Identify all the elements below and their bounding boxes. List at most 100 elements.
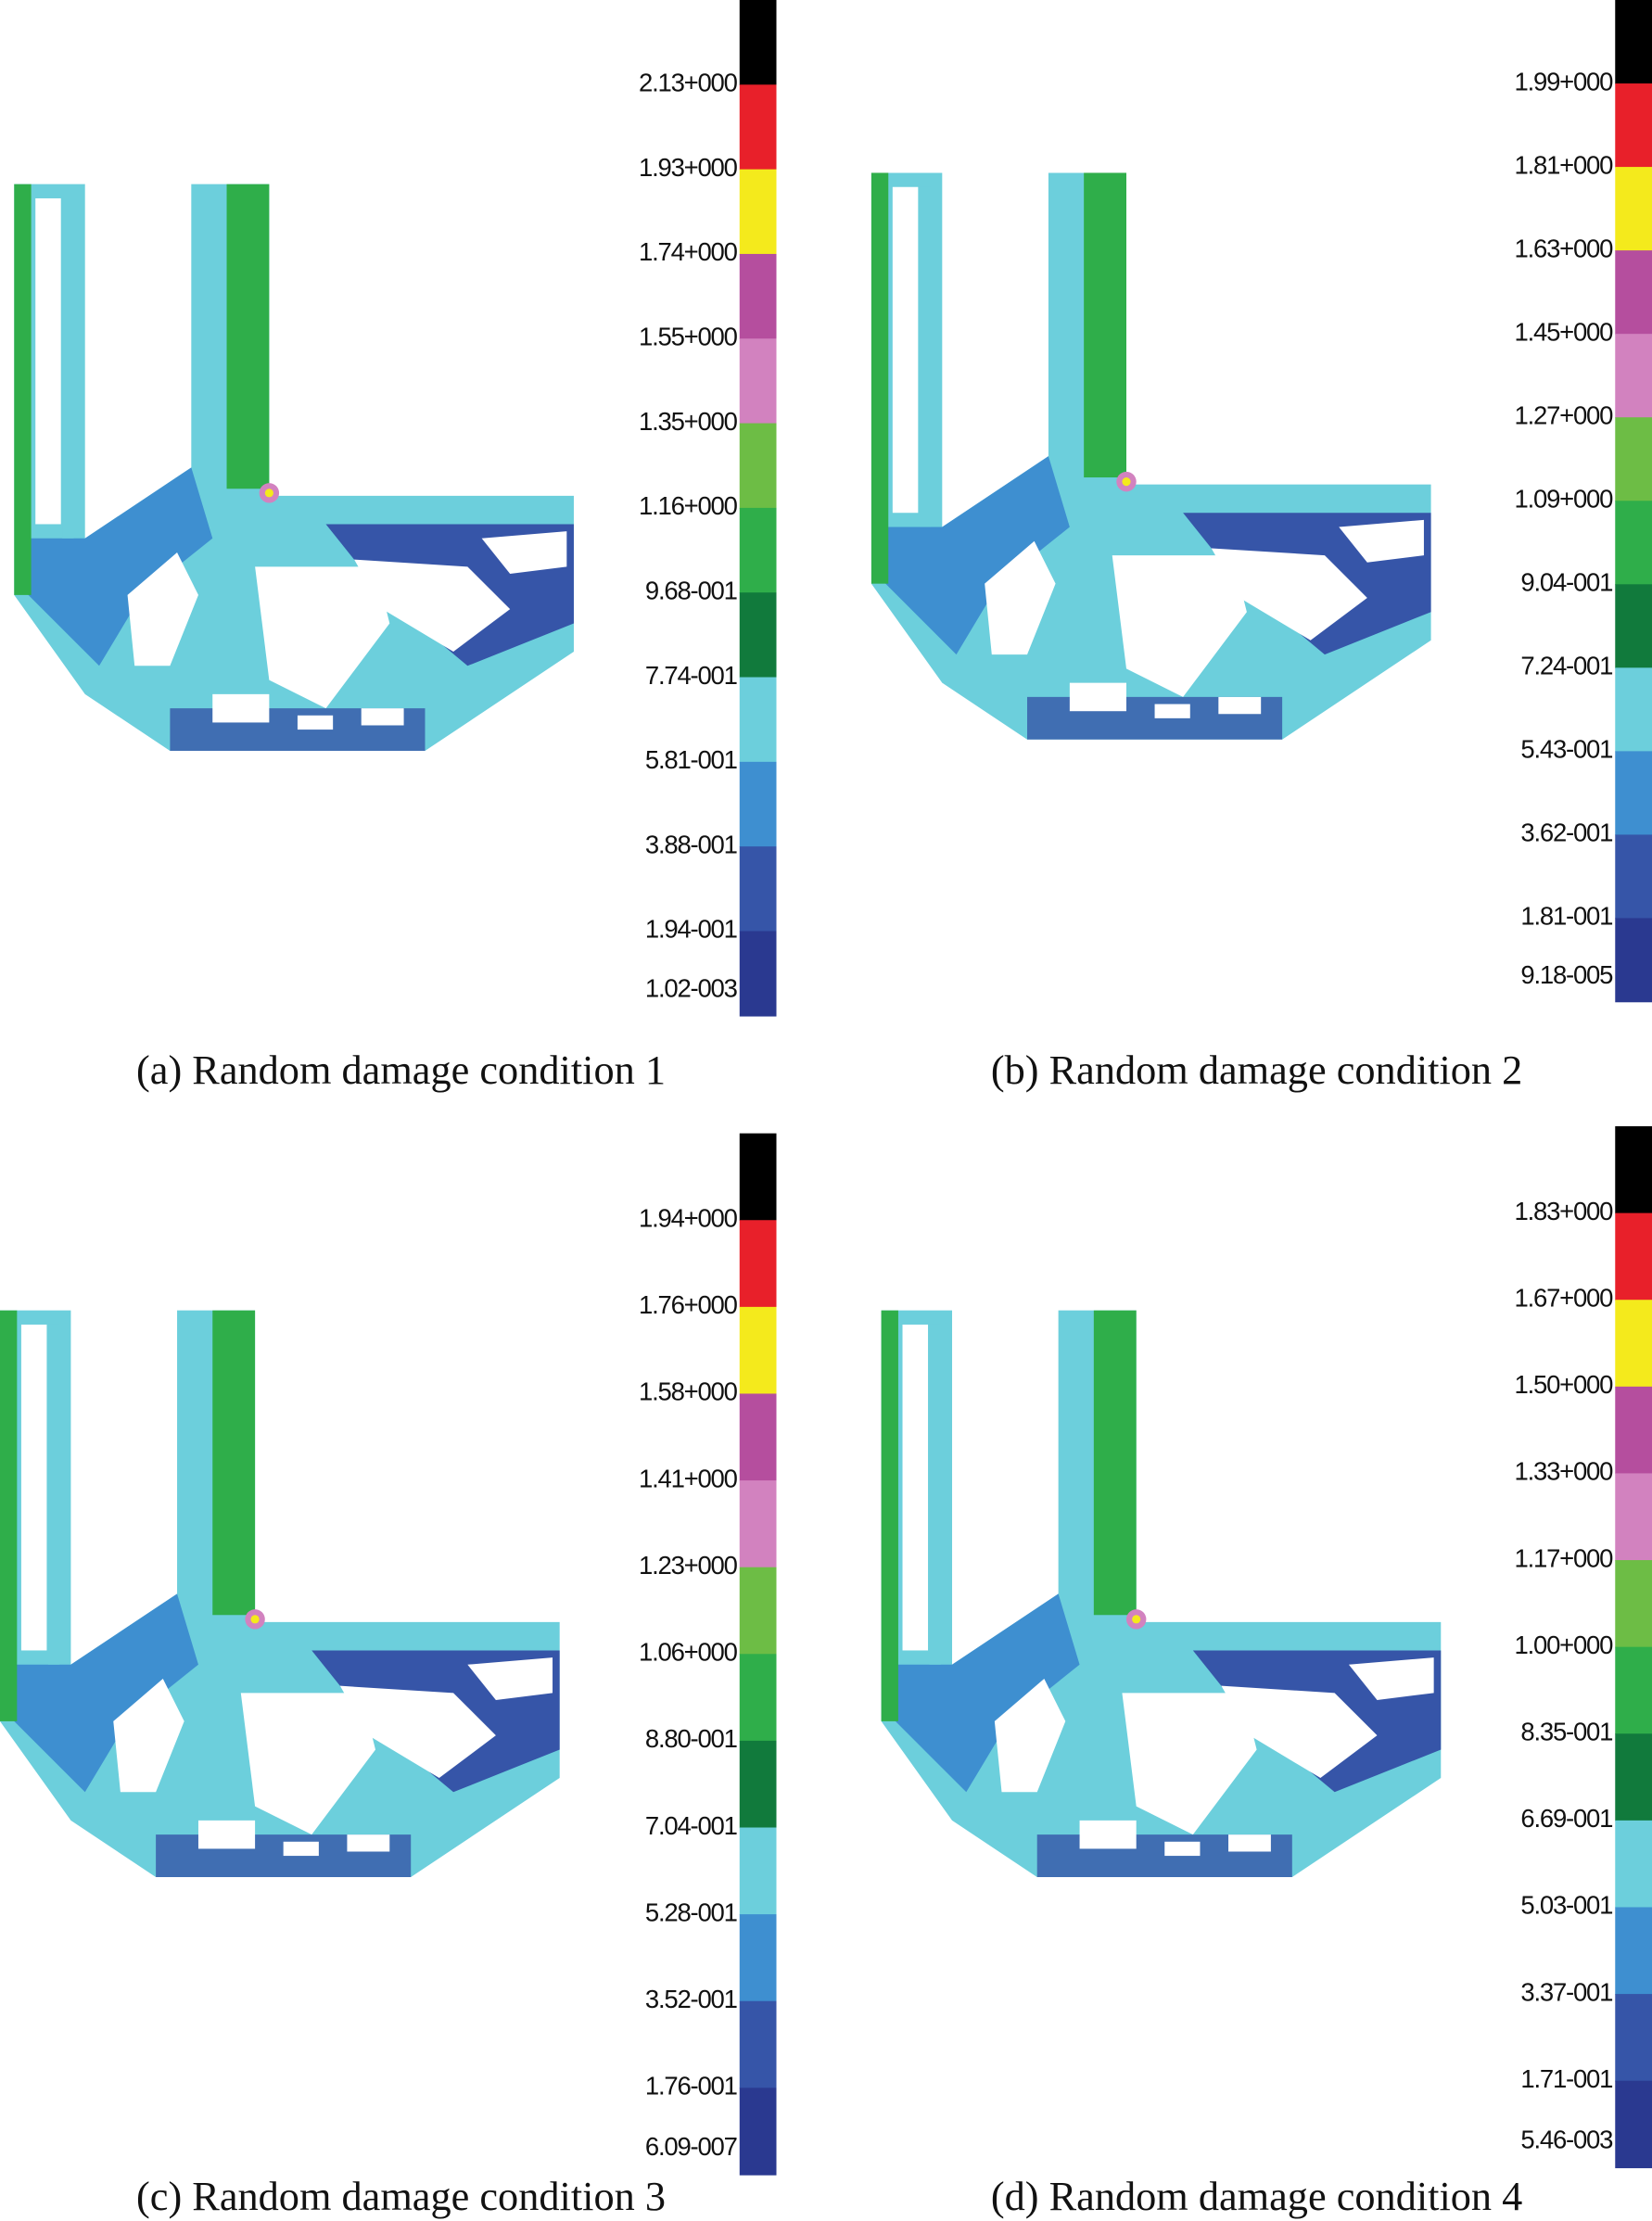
colorbar-segment <box>1615 1907 1652 1995</box>
colorbar-label: 8.35-001 <box>1520 1718 1612 1746</box>
colorbar-segment <box>1615 1386 1652 1475</box>
colorbar-segment <box>739 1740 777 1829</box>
colorbar-label: 1.81-001 <box>1520 902 1612 931</box>
colorbar-label: 8.80-001 <box>645 1724 737 1753</box>
colorbar-label: 5.28-001 <box>645 1897 737 1926</box>
colorbar-segment <box>1615 1733 1652 1821</box>
colorbar-segment <box>1615 417 1652 502</box>
colorbar-segment <box>739 592 777 679</box>
colorbar-label: 1.33+000 <box>1515 1457 1614 1486</box>
colorbar-segment <box>739 84 777 171</box>
colorbar-segment <box>739 846 777 933</box>
colorbar-label: 1.94-001 <box>645 915 737 944</box>
colorbar-label: 1.45+000 <box>1515 317 1614 346</box>
colorbar-segment <box>739 1133 777 1222</box>
colorbar-label: 3.88-001 <box>645 830 737 858</box>
contour-plot <box>14 184 574 751</box>
colorbar-label: 3.37-001 <box>1520 1977 1612 2006</box>
colorbar-segment <box>739 507 777 593</box>
colorbar-label: 1.76-001 <box>645 2072 737 2100</box>
colorbar-segment <box>739 2000 777 2089</box>
colorbar-segment <box>1615 334 1652 418</box>
colorbar-label: 1.71-001 <box>1520 2064 1612 2093</box>
colorbar-segment <box>1615 1300 1652 1388</box>
colorbar-segment <box>1615 584 1652 669</box>
colorbar-segment <box>1615 83 1652 168</box>
colorbar-segment <box>1615 501 1652 586</box>
colorbar-segment <box>1615 1560 1652 1648</box>
colorbar-segment <box>1615 0 1652 84</box>
colorbar-segment <box>739 1567 777 1656</box>
colorbar-label: 1.99+000 <box>1515 67 1614 95</box>
caption: (b) Random damage condition 2 <box>991 1047 1522 1093</box>
colorbar-label: 5.81-001 <box>645 745 737 774</box>
colorbar-label: 1.93+000 <box>639 153 738 182</box>
colorbar-label: 9.04-001 <box>1520 568 1612 597</box>
colorbar-segment <box>739 761 777 847</box>
caption: (c) Random damage condition 3 <box>136 2174 666 2219</box>
colorbar-label: 9.68-001 <box>645 576 737 604</box>
colorbar-label: 1.02-003 <box>645 974 738 1003</box>
colorbar-label: 1.94+000 <box>639 1204 738 1233</box>
colorbar-segment <box>739 169 777 255</box>
colorbar-segment <box>739 1827 777 1915</box>
colorbar-label: 1.58+000 <box>639 1377 738 1406</box>
colorbar-segment <box>739 1393 777 1481</box>
colorbar-segment <box>1615 167 1652 251</box>
contour-plot <box>881 1310 1442 1877</box>
colorbar-label: 3.52-001 <box>645 1985 737 2013</box>
colorbar-label: 3.62-001 <box>1520 819 1612 847</box>
colorbar-segment <box>739 1654 777 1742</box>
contour-plot <box>0 1310 560 1877</box>
colorbar-segment <box>739 423 777 509</box>
caption: (a) Random damage condition 1 <box>136 1047 666 1093</box>
colorbar-segment <box>739 1480 777 1568</box>
colorbar-segment <box>739 2088 777 2176</box>
colorbar-segment <box>1615 751 1652 836</box>
colorbar-label: 1.00+000 <box>1515 1631 1614 1659</box>
colorbar-segment <box>1615 667 1652 753</box>
colorbar-label: 9.18-005 <box>1520 960 1613 989</box>
colorbar-segment <box>1615 1646 1652 1735</box>
colorbar-segment <box>1615 1473 1652 1561</box>
colorbar-label: 5.03-001 <box>1520 1891 1612 1920</box>
colorbar-segment <box>739 931 777 1017</box>
colorbar-label: 1.55+000 <box>639 323 738 351</box>
colorbar-segment <box>1615 1125 1652 1214</box>
colorbar-label: 1.76+000 <box>639 1290 738 1319</box>
colorbar-label: 2.13+000 <box>639 69 738 97</box>
colorbar-label: 5.43-001 <box>1520 735 1612 764</box>
colorbar-segment <box>1615 834 1652 920</box>
colorbar-label: 1.23+000 <box>639 1551 738 1580</box>
colorbar-segment <box>1615 1994 1652 2082</box>
colorbar-label: 1.17+000 <box>1515 1543 1614 1572</box>
colorbar-label: 1.09+000 <box>1515 485 1614 514</box>
colorbar-segment <box>739 677 777 763</box>
colorbar-label: 1.35+000 <box>639 407 738 436</box>
colorbar-segment <box>739 338 777 425</box>
colorbar-segment <box>739 253 777 340</box>
colorbar-label: 7.24-001 <box>1520 652 1612 680</box>
colorbar-label: 1.81+000 <box>1515 150 1614 179</box>
colorbar-label: 7.04-001 <box>645 1811 737 1840</box>
colorbar-label: 7.74-001 <box>645 661 737 690</box>
colorbar-label: 1.41+000 <box>639 1464 738 1492</box>
colorbar-segment <box>739 1306 777 1395</box>
colorbar-segment <box>739 1220 777 1308</box>
colorbar-label: 1.74+000 <box>639 237 738 266</box>
colorbar-segment <box>1615 250 1652 335</box>
colorbar-segment <box>739 1914 777 2002</box>
colorbar-label: 6.69-001 <box>1520 1804 1612 1833</box>
colorbar-segment <box>1615 1212 1652 1301</box>
colorbar-label: 1.83+000 <box>1515 1197 1614 1225</box>
colorbar-label: 1.67+000 <box>1515 1283 1614 1312</box>
colorbar-label: 1.63+000 <box>1515 234 1614 262</box>
colorbar-label: 6.09-007 <box>645 2132 737 2161</box>
colorbar-segment <box>1615 1820 1652 1909</box>
colorbar-segment <box>1615 2080 1652 2169</box>
contour-plot <box>870 172 1431 740</box>
colorbar-segment <box>1615 918 1652 1003</box>
caption: (d) Random damage condition 4 <box>991 2174 1522 2219</box>
